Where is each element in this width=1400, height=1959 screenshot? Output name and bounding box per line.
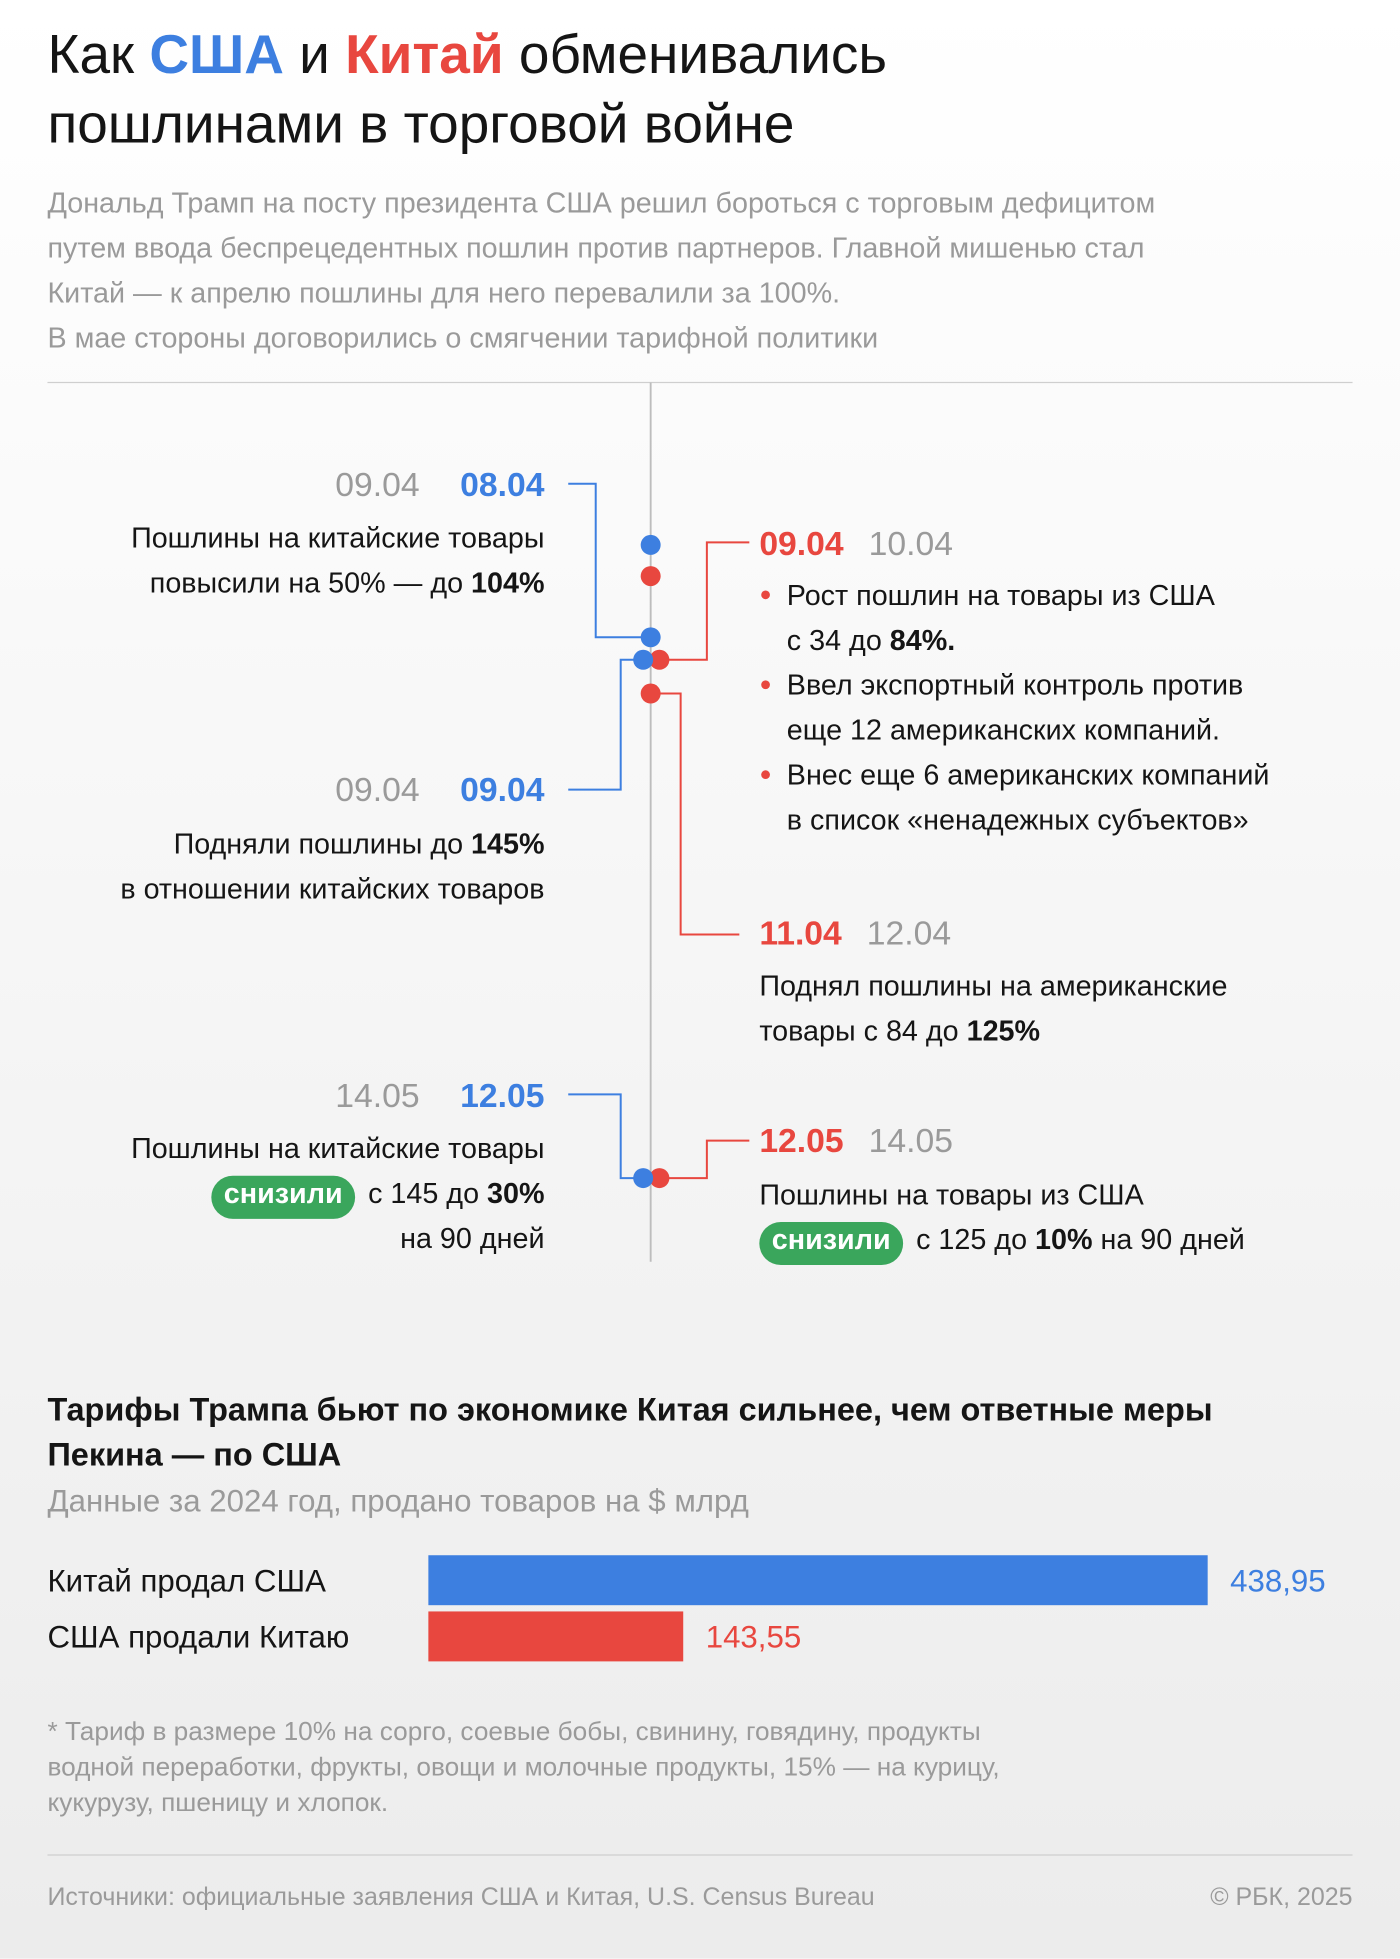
event-date: 11.04 [759, 915, 842, 953]
text-part: в список «ненадежных субъектов» [787, 805, 1249, 837]
value-label: 438,95 [1230, 1563, 1326, 1598]
dot [640, 534, 661, 555]
value-label: 143,55 [706, 1620, 802, 1655]
sources: Источники: официальные заявления США и К… [47, 1883, 874, 1911]
pill-label: снизили [224, 1178, 343, 1210]
text-part: 125% [967, 1016, 1040, 1048]
pill [211, 1175, 356, 1219]
footnote-line: водной переработки, фрукты, овощи и моло… [47, 1752, 999, 1782]
connector [568, 1093, 637, 1180]
subtitle-line: Китай — к апрелю пошлины для него перева… [47, 278, 840, 310]
chart-subtitle: Данные за 2024 год, продано товаров на $… [47, 1484, 748, 1519]
event-alt-date: 12.04 [867, 915, 951, 953]
text-part: Пошлины на китайские товары [131, 522, 544, 554]
connector [568, 482, 642, 639]
event-alt-date: 14.05 [335, 1077, 419, 1115]
chart-title: Тарифы Трампа бьют по экономике Китая си… [47, 1391, 1212, 1427]
text-part: в отношении китайских товаров [120, 873, 544, 905]
text-part: 104% [471, 567, 544, 599]
connector [664, 1139, 750, 1180]
footnote-line: кукурузу, пшеницу и хлопок. [47, 1787, 388, 1817]
text-part: Как [47, 23, 149, 85]
text-part: Пошлины на товары из США [759, 1179, 1144, 1211]
connector [656, 692, 740, 936]
text-part: с 34 до [787, 625, 890, 657]
event-alt-date: 09.04 [335, 466, 419, 504]
bar [428, 1611, 684, 1662]
text-part: 145% [471, 828, 544, 860]
text-part: Поднял пошлины на американские [759, 971, 1227, 1003]
pill [759, 1221, 904, 1266]
copyright: © РБК, 2025 [1210, 1883, 1352, 1911]
connectors [568, 482, 750, 1180]
text-part: пошлинами в торговой войне [47, 93, 794, 155]
dot [649, 1168, 670, 1189]
text-part: Ввел экспортный контроль против [787, 670, 1244, 702]
event-alt-date: 09.04 [335, 771, 419, 809]
text-part: США [149, 23, 284, 85]
dot [640, 566, 661, 587]
text-part: на 90 дней [1093, 1224, 1245, 1256]
chart-title: Пекина — по США [47, 1436, 341, 1472]
text-part: Подняли пошлины до [174, 828, 471, 860]
text-part: Внес еще 6 американских компаний [787, 760, 1270, 792]
event-alt-date: 10.04 [869, 525, 953, 563]
dot [649, 649, 670, 670]
category-label: Китай продал США [47, 1563, 326, 1598]
connector [664, 541, 750, 661]
event-date: 12.05 [759, 1122, 843, 1160]
dot [640, 627, 661, 648]
text-part: 84%. [890, 625, 955, 657]
text-part: повысили на 50% — до [150, 567, 471, 599]
text-part: Китай [345, 23, 504, 85]
bullet [761, 590, 770, 600]
subtitle-line: В мае стороны договорились о смягчении т… [47, 323, 878, 355]
subtitle-line: путем ввода беспрецедентных пошлин проти… [47, 233, 1144, 265]
event-date: 09.04 [759, 525, 844, 563]
event-date: 09.04 [460, 771, 545, 809]
text-part: 30% [487, 1178, 544, 1210]
category-label: США продали Китаю [47, 1620, 349, 1655]
dot [633, 1168, 654, 1189]
footnote-line: * Тариф в размере 10% на сорго, соевые б… [47, 1716, 980, 1746]
text-part: товары с 84 до [759, 1016, 966, 1048]
text-part: на 90 дней [400, 1223, 544, 1255]
text-part: Рост пошлин на товары из США [787, 580, 1216, 612]
bar [428, 1555, 1208, 1606]
event-alt-date: 14.05 [869, 1122, 953, 1160]
text-part: еще 12 американских компаний. [787, 715, 1220, 747]
connector [568, 658, 637, 791]
text-part: обменивались [504, 23, 887, 85]
text-part: Пошлины на китайские товары [131, 1133, 544, 1165]
text-part: и [284, 23, 345, 85]
subtitle-line: Дональд Трамп на посту президента США ре… [47, 188, 1155, 220]
bullet [761, 680, 770, 690]
dots [633, 534, 670, 1189]
event-date: 08.04 [460, 466, 545, 504]
text-part: с 145 до [360, 1178, 487, 1210]
event-date: 12.05 [460, 1077, 544, 1115]
text-part: 10% [1035, 1224, 1092, 1256]
text-part: с 125 до [908, 1224, 1035, 1256]
dot [633, 649, 654, 670]
bullet [761, 770, 770, 780]
pill-label: снизили [772, 1224, 891, 1256]
dot [640, 683, 661, 704]
